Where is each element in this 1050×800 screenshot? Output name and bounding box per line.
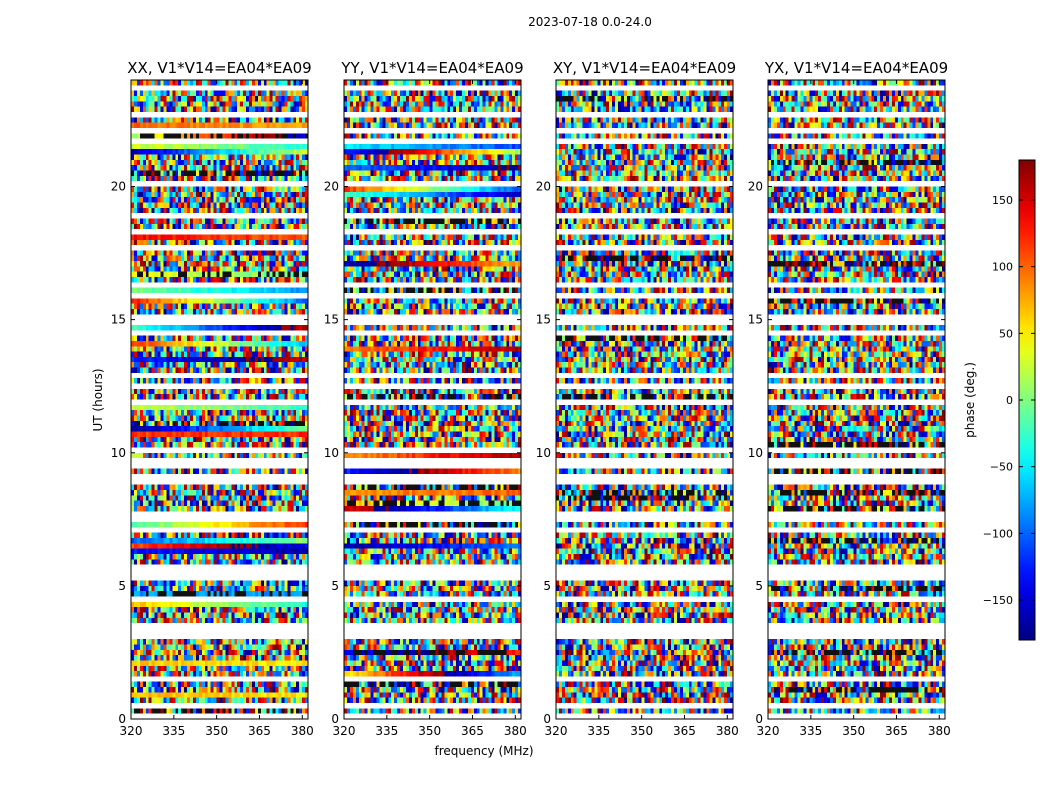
- colorbar-tick-label: 100: [992, 261, 1013, 274]
- y-tick-label: 0: [543, 712, 551, 726]
- panel-heatmap: [131, 80, 308, 719]
- colorbar-label: phase (deg.): [963, 362, 977, 438]
- y-tick-label: 5: [755, 579, 763, 593]
- x-tick-label: 335: [799, 724, 822, 738]
- x-tick-label: 335: [375, 724, 398, 738]
- y-tick-label: 5: [118, 579, 126, 593]
- x-tick-label: 350: [418, 724, 441, 738]
- x-tick-label: 320: [333, 724, 356, 738]
- colorbar-tick-label: −50: [990, 461, 1013, 474]
- y-tick-label: 10: [536, 446, 551, 460]
- y-tick-label: 0: [118, 712, 126, 726]
- figure-title: 2023-07-18 0.0-24.0: [528, 15, 652, 29]
- panel-heatmap: [768, 80, 945, 719]
- x-axis-label: frequency (MHz): [434, 744, 533, 758]
- x-tick-label: 380: [928, 724, 951, 738]
- x-tick-label: 380: [504, 724, 527, 738]
- panel-0: XX, V1*V14=EA04*EA09 320 335 350 365 380 0 5 10 1…: [111, 59, 314, 738]
- panel-frame: [767, 79, 946, 720]
- y-tick-label: 0: [331, 712, 339, 726]
- x-tick-label: 320: [120, 724, 143, 738]
- x-tick-label: 350: [842, 724, 865, 738]
- colorbar-tick-label: 50: [999, 327, 1013, 340]
- panel-title: YX, V1*V14=EA04*EA09: [764, 59, 948, 77]
- x-tick-label: 350: [205, 724, 228, 738]
- y-tick-label: 15: [324, 313, 339, 327]
- x-tick-label: 320: [545, 724, 568, 738]
- y-tick-label: 20: [111, 180, 126, 194]
- y-tick-label: 10: [111, 446, 126, 460]
- panel-heatmap: [344, 80, 521, 719]
- x-tick-label: 335: [587, 724, 610, 738]
- panel-heatmap: [556, 80, 733, 719]
- colorbar-tick-label: 150: [992, 194, 1013, 207]
- x-tick-label: 380: [716, 724, 739, 738]
- panel-frame: [343, 79, 522, 720]
- x-tick-label: 365: [673, 724, 696, 738]
- y-tick-label: 5: [331, 579, 339, 593]
- x-tick-label: 320: [757, 724, 780, 738]
- x-tick-label: 365: [461, 724, 484, 738]
- panel-title: XY, V1*V14=EA04*EA09: [553, 59, 736, 77]
- x-tick-label: 365: [885, 724, 908, 738]
- y-tick-label: 15: [748, 313, 763, 327]
- panel-frame: [130, 79, 309, 720]
- y-tick-label: 20: [324, 180, 339, 194]
- y-tick-label: 20: [748, 180, 763, 194]
- colorbar-tick-label: −150: [983, 594, 1013, 607]
- y-tick-label: 5: [543, 579, 551, 593]
- panel-3: YX, V1*V14=EA04*EA09 320 335 350 365 380 0 5 10 1…: [748, 59, 951, 738]
- y-tick-label: 10: [748, 446, 763, 460]
- panel-1: YY, V1*V14=EA04*EA09 320 335 350 365 380 0 5 10 1…: [324, 59, 527, 738]
- x-tick-label: 365: [248, 724, 271, 738]
- y-tick-label: 15: [111, 313, 126, 327]
- x-tick-label: 350: [630, 724, 653, 738]
- y-axis-label: UT (hours): [91, 368, 105, 431]
- y-tick-label: 0: [755, 712, 763, 726]
- colorbar-tick-label: −100: [983, 527, 1013, 540]
- x-tick-label: 380: [291, 724, 314, 738]
- x-tick-label: 335: [162, 724, 185, 738]
- panel-2: XY, V1*V14=EA04*EA09 320 335 350 365 380 0 5 10 1…: [536, 59, 739, 738]
- colorbar-tick-label: 0: [1006, 394, 1013, 407]
- panel-title: XX, V1*V14=EA04*EA09: [127, 59, 311, 77]
- panel-frame: [555, 79, 734, 720]
- panel-title: YY, V1*V14=EA04*EA09: [340, 59, 523, 77]
- y-tick-label: 15: [536, 313, 551, 327]
- y-tick-label: 20: [536, 180, 551, 194]
- y-tick-label: 10: [324, 446, 339, 460]
